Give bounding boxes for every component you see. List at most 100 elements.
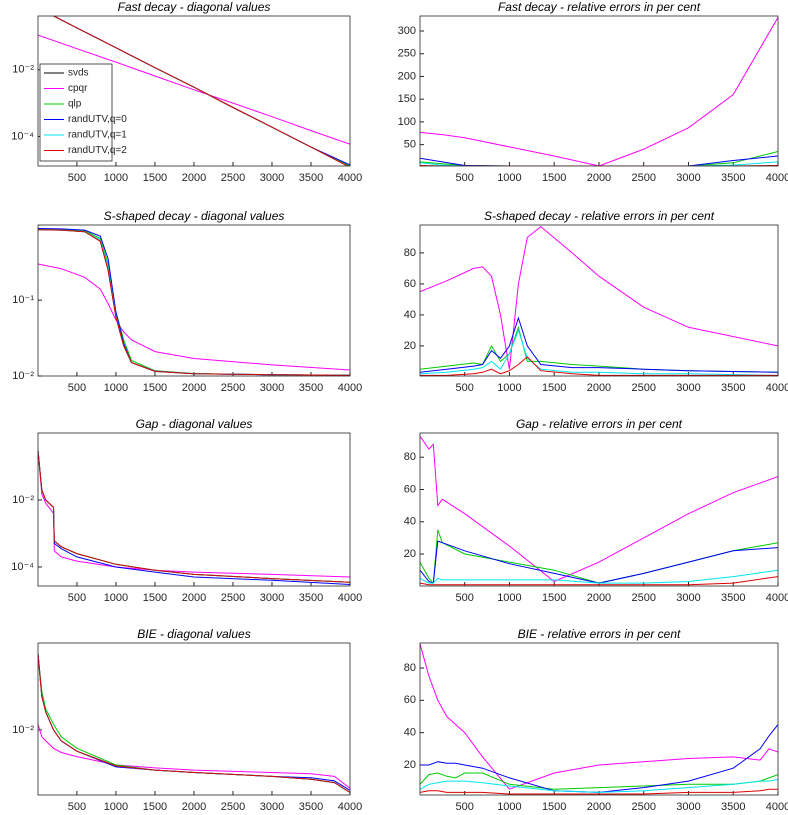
x-tick-label: 1500 [143, 382, 167, 394]
y-tick-label: 250 [398, 48, 416, 60]
series-line [420, 316, 778, 373]
x-tick-label: 3500 [299, 382, 323, 394]
series-line [420, 225, 778, 370]
x-tick-label: 3000 [260, 382, 284, 394]
x-tick-label: 500 [455, 382, 473, 394]
x-tick-label: 500 [68, 801, 86, 813]
chart-title: Gap - diagonal values [136, 417, 253, 431]
x-tick-label: 2000 [587, 801, 611, 813]
legend-label: cpqr [68, 83, 88, 94]
y-tick-label: 300 [398, 25, 416, 37]
series-line [38, 229, 350, 376]
x-tick-label: 2000 [587, 592, 611, 604]
series-group [420, 17, 778, 166]
x-tick-label: 500 [455, 592, 473, 604]
panel: Fast decay - diagonal values 500 1000 1500 2… [11, 0, 362, 184]
x-tick-label: 500 [68, 382, 86, 394]
plot-area [420, 16, 778, 166]
x-tick-label: 2000 [182, 382, 206, 394]
panel: BIE - diagonal values 500 1000 1500 2000 2500… [12, 627, 362, 813]
chart-title: BIE - diagonal values [137, 627, 250, 641]
legend-label: randUTV,q=1 [68, 130, 127, 141]
chart-title: S-shaped decay - relative errors in per … [484, 209, 715, 223]
series-line [38, 653, 350, 793]
y-tick-label: 10⁻² [12, 370, 34, 382]
x-tick-label: 1500 [143, 592, 167, 604]
y-tick-label: 10⁻⁴ [11, 561, 34, 573]
x-tick-label: 3500 [299, 172, 323, 184]
x-tick-label: 3000 [260, 172, 284, 184]
legend: svds cpqr qlp randUTV,q=0 randUTV,q=1 randUTV… [39, 63, 127, 162]
series-line [420, 328, 778, 376]
series-line [420, 724, 778, 793]
chart-title: S-shaped decay - diagonal values [104, 209, 285, 223]
plot-frame [419, 15, 779, 167]
x-tick-label: 4000 [766, 592, 788, 604]
y-tick-label: 60 [404, 694, 416, 706]
plot-area [420, 433, 778, 586]
x-tick-label: 2500 [221, 801, 245, 813]
legend-label: randUTV,q=2 [68, 145, 127, 156]
plot-frame [37, 15, 351, 167]
x-tick-label: 3000 [676, 592, 700, 604]
x-tick-label: 2500 [631, 592, 655, 604]
chart-title: Gap - relative errors in per cent [516, 417, 683, 431]
x-tick-label: 4000 [338, 172, 362, 184]
x-tick-label: 500 [455, 172, 473, 184]
x-tick-label: 3000 [676, 382, 700, 394]
x-tick-label: 500 [455, 801, 473, 813]
legend-label: qlp [68, 99, 82, 110]
panel: Gap - relative errors in per cent 500 1000… [404, 417, 788, 604]
y-tick-label: 60 [404, 278, 416, 290]
plot-frame [419, 432, 779, 587]
x-tick-label: 1000 [497, 382, 521, 394]
x-tick-label: 500 [68, 172, 86, 184]
x-tick-label: 3000 [676, 801, 700, 813]
plot-frame [37, 432, 351, 587]
x-tick-label: 4000 [766, 172, 788, 184]
x-tick-label: 1000 [497, 801, 521, 813]
x-tick-label: 1000 [104, 592, 128, 604]
x-tick-label: 4000 [338, 592, 362, 604]
series-line [52, 16, 349, 166]
x-tick-label: 4000 [766, 382, 788, 394]
y-tick-label: 80 [404, 247, 416, 259]
x-tick-label: 4000 [338, 801, 362, 813]
y-tick-label: 40 [404, 309, 416, 321]
y-tick-label: 50 [404, 139, 416, 151]
x-tick-label: 3000 [260, 801, 284, 813]
plot-frame [37, 224, 351, 377]
x-tick-label: 2500 [631, 382, 655, 394]
series-line [420, 779, 778, 793]
x-tick-label: 3000 [260, 592, 284, 604]
x-tick-label: 1500 [542, 592, 566, 604]
y-tick-label: 100 [398, 116, 416, 128]
y-tick-label: 10⁻² [12, 494, 34, 506]
series-group [420, 225, 778, 376]
x-tick-label: 3500 [721, 801, 745, 813]
series-line [38, 34, 350, 145]
x-tick-label: 1500 [542, 172, 566, 184]
y-tick-label: 80 [404, 662, 416, 674]
plot-area [38, 225, 350, 376]
series-line [420, 151, 778, 166]
plot-area [420, 225, 778, 376]
series-group [420, 643, 778, 795]
y-tick-label: 10⁻² [12, 724, 34, 736]
x-tick-label: 2000 [182, 801, 206, 813]
y-tick-label: 10⁻² [12, 64, 34, 76]
x-tick-label: 1500 [143, 172, 167, 184]
series-line [420, 435, 778, 583]
x-tick-label: 1000 [497, 172, 521, 184]
x-tick-label: 3500 [721, 592, 745, 604]
legend-label: svds [68, 68, 89, 79]
x-tick-label: 3500 [299, 592, 323, 604]
x-tick-label: 1000 [497, 592, 521, 604]
x-tick-label: 2500 [221, 382, 245, 394]
series-line [420, 155, 778, 166]
x-tick-label: 1000 [104, 801, 128, 813]
y-tick-label: 40 [404, 516, 416, 528]
x-tick-label: 2000 [587, 382, 611, 394]
